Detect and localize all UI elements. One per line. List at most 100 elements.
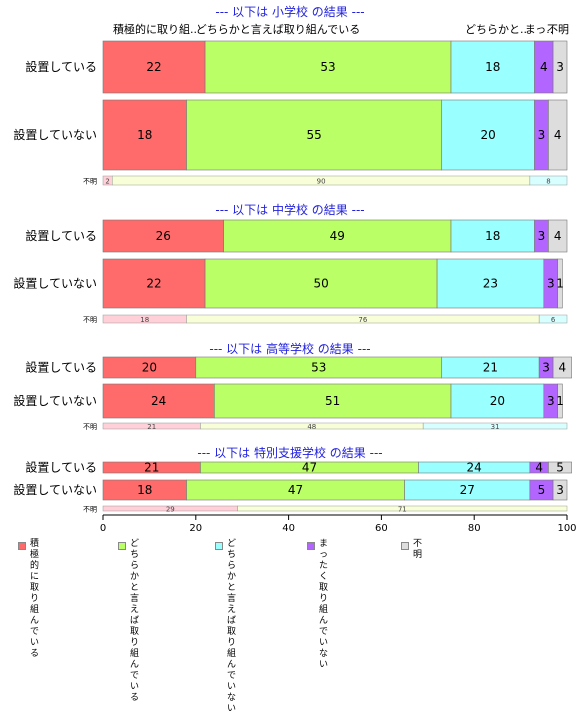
bar-segment (557, 258, 563, 309)
data-label: 4 (535, 461, 543, 475)
data-label: 3 (556, 60, 564, 74)
legend-label: どちらかと言えば 取り組んでいない (227, 539, 237, 714)
unknown-data-label: 71 (398, 506, 407, 514)
row-label: 設置していない (13, 482, 97, 497)
data-label: 23 (483, 277, 498, 291)
data-label: 22 (146, 277, 161, 291)
data-label: 20 (480, 128, 495, 142)
data-label: 3 (556, 483, 564, 497)
bar-segment (552, 356, 572, 379)
data-label: 4 (554, 128, 562, 142)
x-tick-label: 80 (468, 523, 481, 534)
row-label: 設置していない (13, 393, 97, 408)
data-label: 18 (137, 128, 152, 142)
x-tick-label: 100 (557, 523, 576, 534)
bar-segment (204, 258, 438, 309)
bar-segment (214, 383, 452, 419)
bar-segment (450, 383, 545, 419)
legend-swatch (18, 542, 26, 550)
unknown-bar-segment (237, 505, 568, 512)
data-label: 22 (146, 60, 161, 74)
row-label: 設置している (25, 228, 97, 243)
bar-segment (186, 99, 443, 171)
bar-segment (450, 219, 535, 253)
data-label: 3 (542, 361, 550, 375)
bar-segment (441, 99, 535, 171)
unknown-row-label: 不明 (83, 423, 97, 431)
data-label: 3 (547, 394, 555, 408)
data-label: 47 (288, 483, 303, 497)
unknown-data-label: 21 (147, 423, 156, 431)
bar-segment (204, 40, 452, 94)
bar-segment (102, 99, 187, 171)
unknown-bar-segment (422, 422, 568, 430)
data-label: 21 (483, 361, 498, 375)
legend-swatch (307, 542, 315, 550)
unknown-row-label: 不明 (83, 316, 97, 324)
legend-label: どちらかと言えば 取り組んでいる (130, 539, 140, 703)
unknown-row-label: 不明 (83, 178, 97, 186)
legend: 積極的に 取り組んでいる どちらかと言えば 取り組んでいる どちらかと言えば 取… (18, 539, 578, 714)
x-tick-label: 60 (375, 523, 388, 534)
bar-segment (548, 99, 568, 171)
legend-label: 積極的に 取り組んでいる (30, 539, 40, 659)
unknown-data-label: 29 (166, 506, 175, 514)
unknown-data-label: 31 (491, 423, 500, 431)
row-label: 設置していない (13, 276, 97, 291)
x-tick-label: 0 (100, 523, 106, 534)
unknown-data-label: 8 (546, 178, 550, 186)
bar-segment (557, 383, 563, 419)
data-label: 24 (467, 461, 482, 475)
data-label: 3 (538, 229, 546, 243)
bar-segment (552, 40, 568, 94)
bar-segment (436, 258, 545, 309)
x-tick-label: 20 (189, 523, 202, 534)
data-label: 50 (313, 277, 328, 291)
panel-title: --- 以下は 小学校 の結果 --- (215, 4, 364, 19)
unknown-data-label: 48 (307, 423, 316, 431)
data-label: 26 (156, 229, 171, 243)
data-label: 3 (547, 277, 555, 291)
data-label: 5 (538, 483, 546, 497)
data-label: 21 (144, 461, 159, 475)
unknown-data-label: 76 (358, 316, 367, 324)
data-label: 27 (460, 483, 475, 497)
bar-segment (450, 40, 535, 94)
top-column-label: どちらかと言えば取り組んでいる (196, 23, 360, 36)
stacked-bar-chart: 積極的に取り組..どちらかと言えば取り組んでいる どちらかと..まっ..不明---… (13, 4, 576, 534)
data-label: 1 (556, 394, 564, 408)
unknown-data-label: 90 (317, 178, 326, 186)
data-label: 55 (306, 128, 321, 142)
bar-segment (102, 383, 215, 419)
bar-segment (552, 479, 568, 501)
bar-segment (548, 461, 572, 474)
bar-segment (102, 219, 224, 253)
data-label: 20 (490, 394, 505, 408)
top-column-label: 不明 (547, 23, 569, 36)
data-label: 47 (302, 461, 317, 475)
data-label: 18 (137, 483, 152, 497)
data-label: 3 (538, 128, 546, 142)
unknown-data-label: 2 (105, 178, 109, 186)
data-label: 24 (151, 394, 166, 408)
panel-title: --- 以下は 特別支援学校 の結果 --- (197, 445, 382, 460)
unknown-row-label: 不明 (83, 506, 97, 514)
data-label: 20 (142, 361, 157, 375)
row-label: 設置している (25, 460, 97, 475)
data-label: 18 (485, 229, 500, 243)
panel-title: --- 以下は 中学校 の結果 --- (215, 202, 364, 217)
legend-label: 不明 (413, 539, 423, 560)
data-label: 49 (330, 229, 345, 243)
data-label: 4 (540, 60, 548, 74)
data-label: 1 (556, 277, 564, 291)
bar-segment (102, 258, 206, 309)
top-column-label: まっ.. (525, 23, 554, 36)
data-label: 18 (485, 60, 500, 74)
data-label: 4 (559, 361, 567, 375)
data-label: 53 (311, 361, 326, 375)
row-label: 設置している (25, 59, 97, 74)
row-label: 設置していない (13, 127, 97, 142)
legend-swatch (401, 542, 409, 550)
unknown-bar-segment (529, 175, 568, 186)
data-label: 5 (556, 461, 564, 475)
